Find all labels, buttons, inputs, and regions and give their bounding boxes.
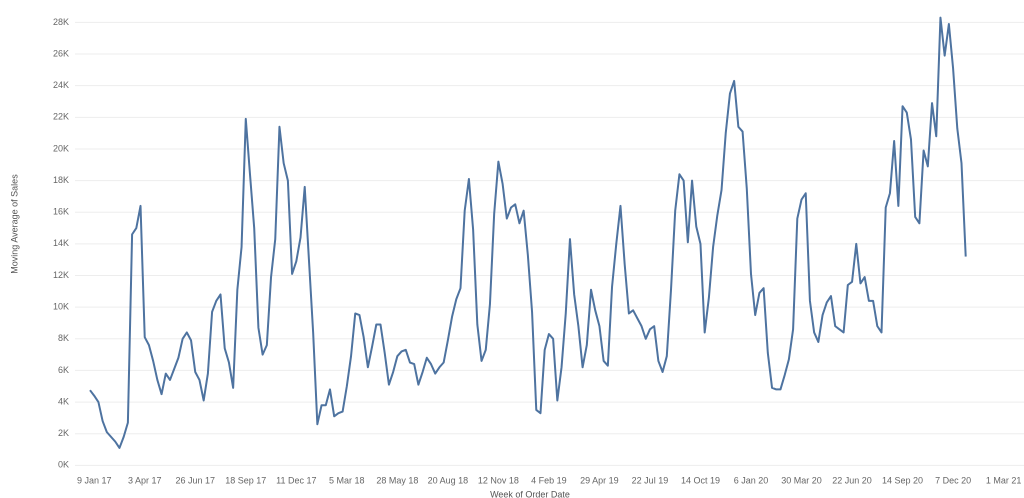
x-tick-label: 14 Sep 20 [882,475,923,485]
y-tick-label: 2K [58,428,69,438]
y-tick-label: 18K [53,175,69,185]
x-tick-label: 3 Apr 17 [128,475,162,485]
x-tick-label: 30 Mar 20 [781,475,822,485]
x-tick-label: 22 Jun 20 [832,475,872,485]
y-tick-label: 28K [53,17,69,27]
y-tick-label: 26K [53,48,69,58]
y-tick-label: 22K [53,112,69,122]
y-tick-label: 14K [53,238,69,248]
x-tick-label: 22 Jul 19 [632,475,669,485]
x-tick-label: 1 Mar 21 [986,475,1022,485]
x-tick-label: 9 Jan 17 [77,475,112,485]
y-tick-label: 20K [53,143,69,153]
x-tick-label: 7 Dec 20 [935,475,971,485]
x-tick-label: 28 May 18 [376,475,418,485]
y-tick-label: 0K [58,460,69,470]
x-tick-label: 4 Feb 19 [531,475,567,485]
x-axis-title: Week of Order Date [490,489,570,498]
x-tick-label: 14 Oct 19 [681,475,720,485]
x-tick-label: 11 Dec 17 [276,475,316,485]
y-tick-label: 12K [53,270,69,280]
x-tick-label: 20 Aug 18 [428,475,469,485]
line [89,16,967,449]
y-tick-label: 6K [58,365,69,375]
x-tick-label: 26 Jun 17 [175,475,215,485]
y-tick-label: 8K [58,333,69,343]
y-tick-label: 24K [53,80,69,90]
y-tick-label: 4K [58,396,69,406]
x-tick-label: 18 Sep 17 [225,475,266,485]
x-tick-label: 29 Apr 19 [580,475,619,485]
y-tick-label: 16K [53,207,69,217]
x-tick-label: 12 Nov 18 [478,475,519,485]
x-tick-label: 5 Mar 18 [329,475,365,485]
x-tick-label: 6 Jan 20 [734,475,769,485]
y-tick-label: 10K [53,302,69,312]
y-axis-title: Moving Average of Sales [9,174,19,274]
